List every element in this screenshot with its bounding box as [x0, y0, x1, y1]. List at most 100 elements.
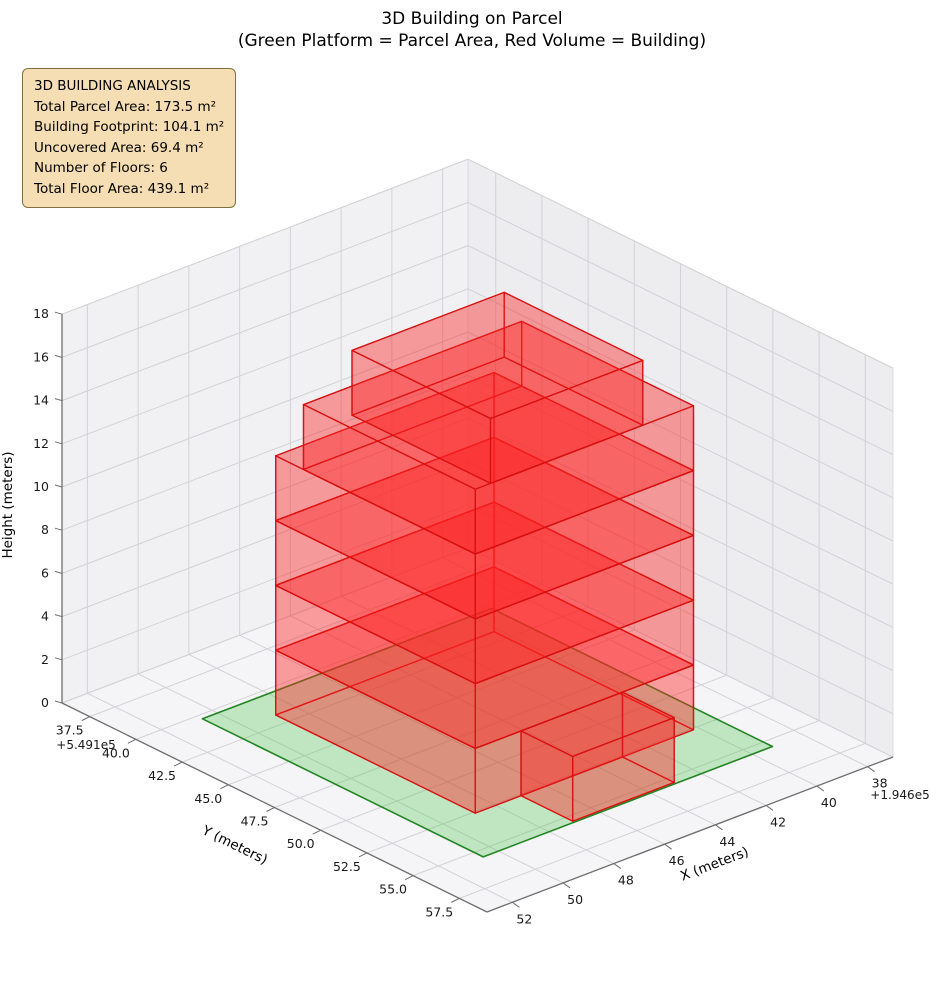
x-tick-label: 38	[872, 776, 888, 791]
info-line-uncovered-area: Uncovered Area: 69.4 m²	[34, 139, 204, 156]
z-tick-mark	[54, 398, 63, 402]
grid-wall-z-right	[467, 374, 894, 585]
y-tick-label: 47.5	[241, 814, 269, 829]
y-tick-mark	[127, 738, 137, 744]
info-line-parcel-area: Total Parcel Area: 173.5 m²	[34, 98, 217, 115]
plot-grid	[61, 158, 894, 903]
grid-wall-z-left	[61, 288, 469, 445]
analysis-info-box: 3D BUILDING ANALYSIS Total Parcel Area: …	[22, 68, 237, 208]
building-volume	[275, 291, 695, 822]
grid-floor-y	[228, 629, 635, 786]
z-tick-label: 12	[33, 436, 49, 451]
z-tick-label: 18	[33, 306, 49, 321]
x-tick-mark	[816, 785, 825, 792]
grid-wall-z-left	[61, 547, 469, 704]
x-axis-offset-text: +1.946e5	[870, 788, 929, 802]
grid-wall-z-right	[467, 288, 894, 499]
y-tick-label: 45.0	[194, 791, 222, 806]
grid-wall-z-right	[467, 417, 894, 628]
grid-wall-z-left	[61, 417, 469, 574]
z-tick-mark	[54, 441, 63, 445]
grid-floor-y	[181, 606, 589, 763]
x-tick-label: 52	[516, 911, 532, 926]
info-line-number-of-floors: Number of Floors: 6	[34, 160, 168, 176]
grid-floor-y	[320, 674, 727, 831]
x-tick-mark	[613, 863, 622, 869]
z-tick-mark	[54, 311, 63, 315]
info-box-title: 3D BUILDING ANALYSIS	[34, 78, 191, 94]
y-tick-label: 55.0	[379, 882, 407, 897]
building-face-top	[351, 291, 644, 420]
x-tick-label: 42	[770, 814, 786, 829]
info-line-total-floor-area: Total Floor Area: 439.1 m²	[34, 180, 210, 197]
z-tick-mark	[54, 657, 63, 661]
figure-title-block: 3D Building on Parcel (Green Platform = …	[0, 8, 944, 52]
y-tick-label: 57.5	[425, 904, 453, 919]
z-tick-mark	[54, 354, 63, 358]
x-tick-label: 44	[719, 834, 735, 849]
y-tick-mark	[312, 829, 321, 835]
grid-wall-z-left	[61, 504, 469, 661]
grid-wall-z-left	[61, 331, 469, 488]
grid-wall-z-right	[467, 201, 894, 412]
y-axis-label: Y (meters)	[199, 822, 270, 868]
grid-floor-y	[366, 697, 774, 854]
grid-wall-z-right	[467, 547, 894, 758]
z-tick-label: 6	[41, 565, 49, 580]
y-tick-mark	[266, 807, 275, 812]
z-tick-label: 4	[41, 609, 49, 624]
x-tick-label: 40	[821, 795, 837, 810]
grid-wall-z-left	[61, 201, 469, 358]
x-axis-spine	[486, 756, 894, 913]
z-tick-label: 8	[41, 522, 49, 537]
z-tick-mark	[54, 484, 63, 488]
z-tick-label: 16	[33, 349, 49, 364]
z-tick-label: 10	[33, 479, 49, 494]
x-tick-mark	[512, 901, 520, 908]
chart-title: 3D Building on Parcel	[381, 9, 563, 29]
grid-wall-z-left	[61, 461, 469, 618]
y-tick-mark	[404, 875, 414, 881]
y-tick-label: 40.0	[102, 745, 130, 760]
x-tick-label: 50	[567, 892, 583, 907]
y-axis-offset-text: +5.491e5	[56, 738, 115, 752]
z-tick-mark	[54, 614, 63, 618]
z-tick-mark	[54, 570, 63, 574]
parcel-surface	[201, 607, 774, 858]
grid-floor-y	[459, 742, 866, 899]
y-tick-label: 42.5	[148, 768, 176, 783]
z-tick-label: 14	[33, 393, 49, 408]
y-tick-label: 50.0	[287, 836, 315, 851]
x-axis-label: X (meters)	[678, 844, 751, 885]
grid-wall-z-right	[467, 331, 894, 542]
grid-floor-y	[89, 561, 496, 718]
grid-wall-z-right	[467, 158, 894, 369]
building-face-top	[302, 320, 695, 490]
x-tick-mark	[664, 843, 672, 850]
x-tick-mark	[562, 882, 571, 889]
parcel-polygon	[201, 607, 774, 858]
x-tick-mark	[867, 766, 875, 773]
grid-floor-y	[412, 720, 820, 877]
z-tick-mark	[54, 527, 63, 531]
y-tick-mark	[358, 852, 368, 858]
y-tick-mark	[220, 784, 229, 790]
grid-wall-z-left	[61, 374, 469, 531]
grid-floor-y	[135, 583, 543, 740]
y-tick-mark	[81, 716, 90, 722]
x-tick-label: 46	[669, 853, 685, 868]
grid-wall-z-left	[61, 158, 469, 315]
z-tick-mark	[54, 700, 63, 704]
y-tick-mark	[173, 761, 183, 767]
grid-floor-y	[274, 652, 681, 808]
y-tick-label: 37.5	[56, 723, 84, 738]
grid-wall-z-right	[467, 245, 894, 456]
z-axis-label: Height (meters)	[0, 451, 16, 558]
z-tick-label: 0	[41, 695, 49, 710]
info-line-building-footprint: Building Footprint: 104.1 m²	[34, 119, 225, 135]
grid-wall-z-right	[467, 504, 894, 715]
y-tick-label: 52.5	[333, 859, 361, 874]
grid-wall-z-right	[467, 461, 894, 672]
x-tick-mark	[765, 805, 774, 811]
